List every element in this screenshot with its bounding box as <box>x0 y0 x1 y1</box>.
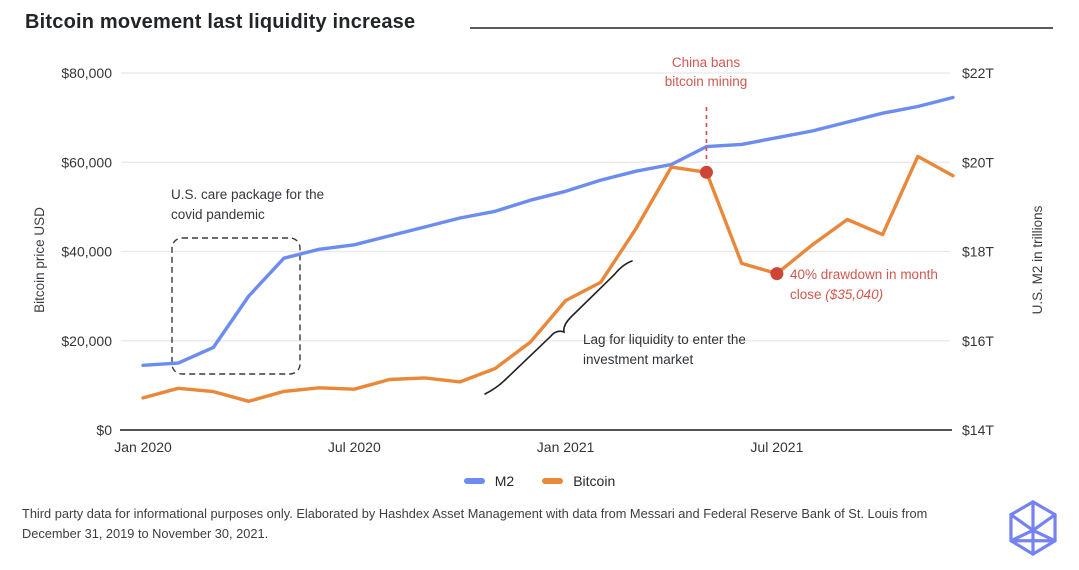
annotation-lag-line1: Lag for liquidity to enter the <box>583 332 746 347</box>
left-axis-tick: $80,000 <box>61 65 112 81</box>
annotation-lag: Lag for liquidity to enter the investmen… <box>583 330 746 370</box>
right-axis-tick: $18T <box>962 244 994 260</box>
right-axis-title: U.S. M2 in trillions <box>1030 205 1045 315</box>
series-line-m2 <box>141 95 955 367</box>
left-axis-tick: $20,000 <box>61 333 112 349</box>
footer-line2: December 31, 2019 to November 30, 2021. <box>22 526 269 541</box>
m2-swatch-icon <box>463 478 485 484</box>
drawdown-dot <box>770 267 784 281</box>
annotation-china-ban-line2: bitcoin mining <box>664 74 748 89</box>
legend-label-m2: M2 <box>494 473 515 489</box>
annotation-lag-line2: investment market <box>583 352 694 367</box>
legend-item-m2: M2 <box>463 473 515 489</box>
annotation-care-package: U.S. care package for the covid pandemic <box>171 185 324 225</box>
legend-label-bitcoin: Bitcoin <box>573 473 616 489</box>
left-axis-title: Bitcoin price USD <box>32 207 47 313</box>
china-ban-dot <box>699 165 713 179</box>
chart-legend: M2 Bitcoin <box>0 473 1079 489</box>
x-axis-tick: Jan 2020 <box>114 439 172 455</box>
left-axis-tick: $40,000 <box>61 244 112 260</box>
right-axis-tick: $20T <box>962 154 994 170</box>
footer-line1: Third party data for informational purpo… <box>22 506 928 521</box>
care-package-dashed-box <box>171 237 301 375</box>
legend-item-bitcoin: Bitcoin <box>542 473 615 489</box>
right-axis-tick: $14T <box>962 422 994 438</box>
bitcoin-swatch-icon <box>542 478 564 484</box>
left-axis-tick: $60,000 <box>61 154 112 170</box>
series-line-bitcoin <box>141 154 955 403</box>
drawdown-price-italic: ($35,040) <box>825 287 884 302</box>
x-axis-tick: Jul 2020 <box>328 439 381 455</box>
right-axis-tick: $16T <box>962 333 994 349</box>
hashdex-polyhedron-icon <box>1009 500 1057 556</box>
annotation-care-package-line1: U.S. care package for the <box>171 187 325 202</box>
annotation-drawdown-line1: 40% drawdown in month <box>790 267 938 282</box>
annotation-china-ban-line1: China bans <box>671 55 741 70</box>
annotation-drawdown-line2: close ($35,040) <box>790 287 884 302</box>
title-rule <box>470 27 1053 29</box>
lag-brace-line <box>484 260 633 395</box>
right-axis-tick: $22T <box>962 65 994 81</box>
x-axis-tick: Jan 2021 <box>537 439 595 455</box>
left-axis-tick: $0 <box>96 422 112 438</box>
page-title: Bitcoin movement last liquidity increase <box>25 11 416 33</box>
footer-disclaimer: Third party data for informational purpo… <box>22 504 982 544</box>
annotation-care-package-line2: covid pandemic <box>171 207 265 222</box>
annotation-china-ban: China bans bitcoin mining <box>626 53 786 91</box>
annotation-drawdown: 40% drawdown in month close ($35,040) <box>790 265 938 305</box>
x-axis-tick: Jul 2021 <box>750 439 803 455</box>
